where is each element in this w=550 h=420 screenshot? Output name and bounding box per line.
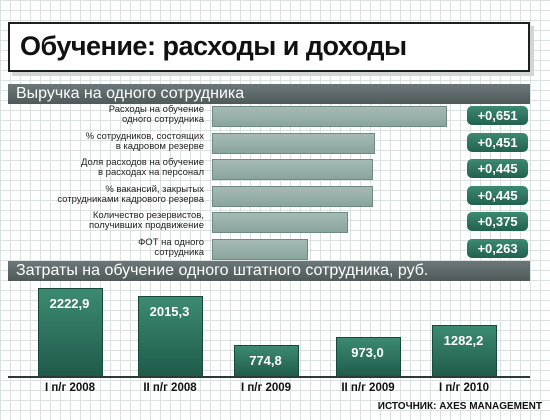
cost-section-title: Затраты на обучение одного штатного сотр… xyxy=(16,262,429,279)
revenue-value-badge: +0,445 xyxy=(467,185,528,205)
revenue-bar xyxy=(212,185,373,207)
revenue-value-badge: +0,451 xyxy=(467,132,528,152)
cost-value-label: 973,0 xyxy=(351,345,384,360)
cost-bar xyxy=(138,296,203,378)
revenue-row-label: ФОТ на одного сотрудника xyxy=(138,236,204,258)
revenue-value-badge: +0,263 xyxy=(467,238,528,258)
revenue-row-label: Количество резервистов, получивших продви… xyxy=(88,210,204,231)
revenue-bar xyxy=(212,212,348,233)
cost-value-label: 774,8 xyxy=(249,353,282,368)
revenue-row-label: Расходы на обучение одного сотрудника xyxy=(108,104,204,125)
cost-value-label: 2015,3 xyxy=(149,304,190,319)
source-note: ИСТОЧНИК: AXES MANAGEMENT xyxy=(377,401,542,412)
cost-category-label: II п/г 2009 xyxy=(341,382,395,394)
revenue-bar xyxy=(212,238,308,260)
cost-value-label: 2222,9 xyxy=(49,296,90,311)
revenue-section-header: Выручка на одного сотрудника xyxy=(8,84,530,104)
revenue-value-badge: +0,651 xyxy=(467,106,528,125)
title-box: Обучение: расходы и доходы xyxy=(8,22,530,72)
revenue-row-label: % вакансий, закрытых сотрудниками кадрово… xyxy=(57,183,204,205)
revenue-value-badge: +0,445 xyxy=(467,159,528,178)
revenue-row-label: % сотрудников, состоящих в кадровом резер… xyxy=(85,130,204,152)
cost-category-label: I п/г 2009 xyxy=(240,382,292,394)
revenue-bar xyxy=(212,159,373,180)
revenue-bar xyxy=(212,106,447,127)
cost-category-label: I п/г 2008 xyxy=(44,382,96,394)
revenue-section-title: Выручка на одного сотрудника xyxy=(16,85,245,102)
cost-chart-baseline xyxy=(8,376,530,378)
revenue-bar xyxy=(212,132,375,154)
cost-category-label: II п/г 2008 xyxy=(143,382,197,394)
cost-category-label: I п/г 2010 xyxy=(438,382,490,394)
cost-section-header: Затраты на обучение одного штатного сотр… xyxy=(8,261,530,281)
page-title: Обучение: расходы и доходы xyxy=(20,31,407,61)
revenue-value-badge: +0,375 xyxy=(467,212,528,231)
cost-value-label: 1282,2 xyxy=(443,333,484,348)
revenue-row-label: Доля расходов на обучение в расходах на п… xyxy=(81,157,204,178)
cost-bar xyxy=(432,325,497,378)
